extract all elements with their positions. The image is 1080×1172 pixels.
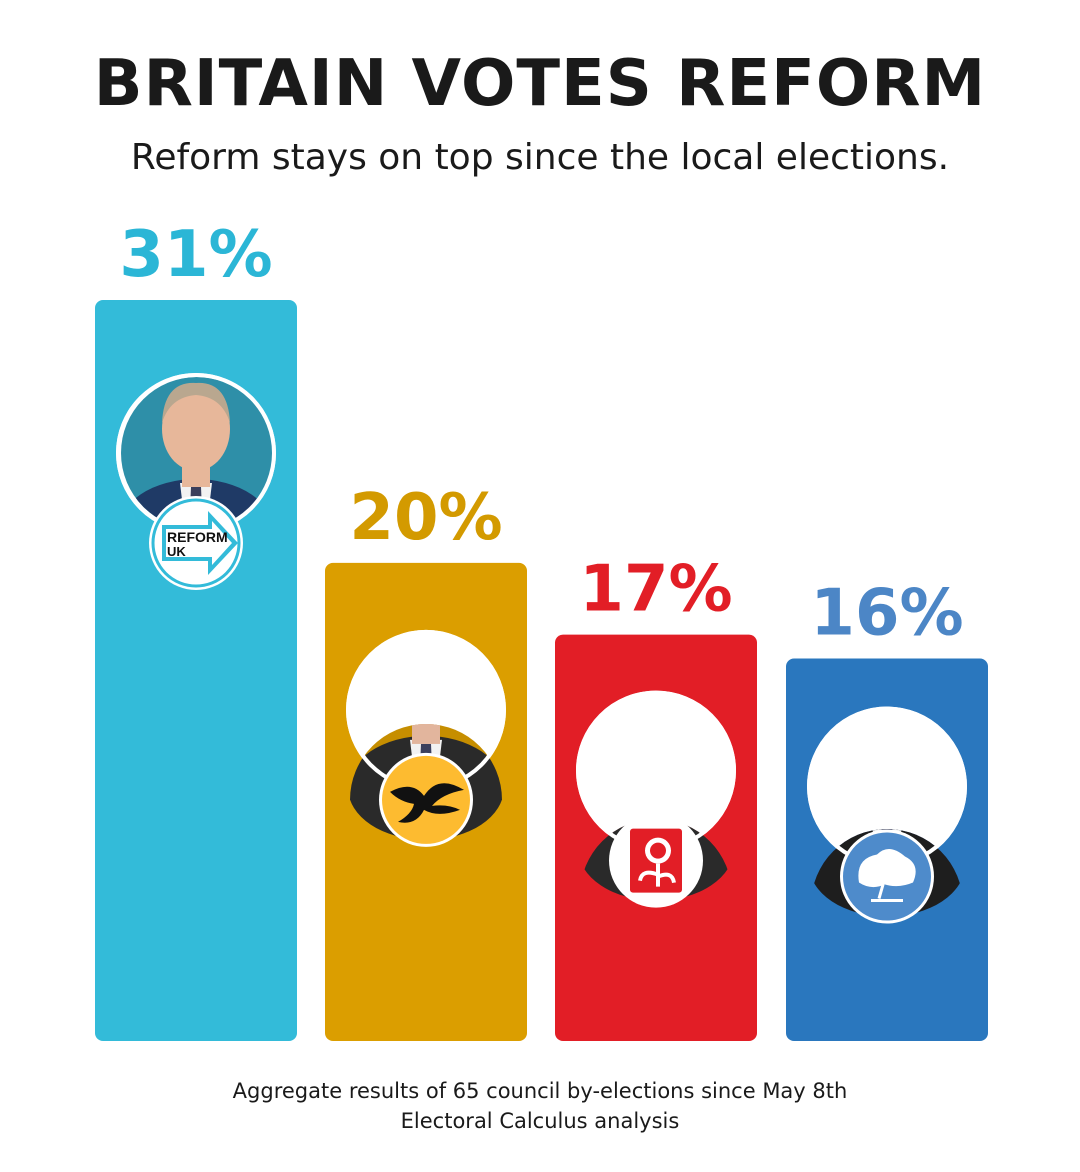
reform-logo-subtext: UK — [167, 544, 186, 559]
portrait-ring — [807, 706, 967, 867]
reform-logo-text: REFORM — [167, 529, 228, 545]
bar-value-label: 31% — [119, 218, 272, 292]
bar-group: 16% — [786, 577, 988, 1041]
labour-rose-icon — [609, 813, 703, 908]
bar-value-label: 17% — [579, 553, 732, 627]
chart-footer: Aggregate results of 65 council by-elect… — [0, 1076, 1080, 1136]
lib-dem-bird-icon — [379, 752, 473, 847]
bar-value-label: 16% — [810, 577, 963, 651]
chart-title: BRITAIN VOTES REFORM — [93, 47, 987, 121]
conservative-tree-icon — [840, 829, 934, 924]
footer-credit: Electoral Calculus analysis — [400, 1109, 680, 1133]
bar-value-label: 20% — [349, 481, 502, 555]
portrait-ring — [576, 690, 736, 851]
chart-subtitle: Reform stays on top since the local elec… — [130, 137, 950, 178]
bar-group: 17% — [555, 553, 757, 1041]
bar-group: 20% — [325, 481, 527, 1041]
footer-source-note: Aggregate results of 65 council by-elect… — [232, 1079, 848, 1103]
